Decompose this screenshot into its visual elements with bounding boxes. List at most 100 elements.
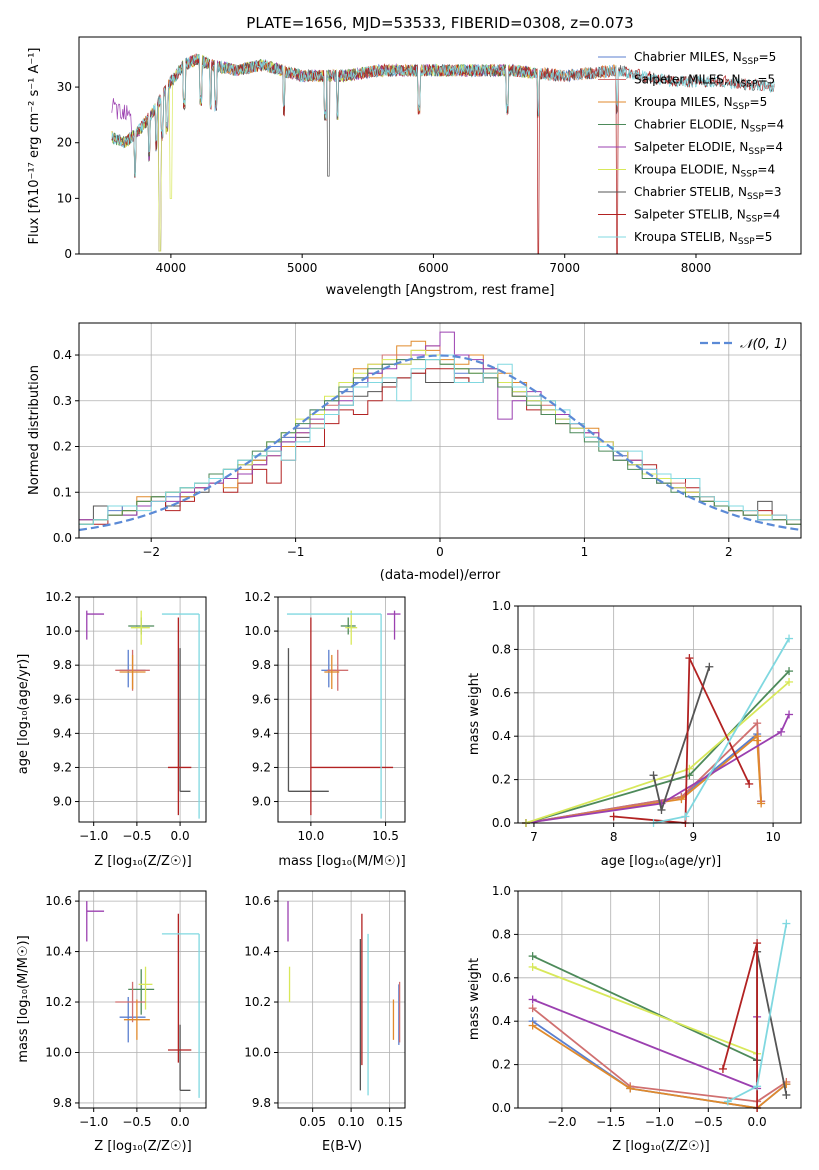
legend-suffix: =4 — [763, 208, 781, 222]
age-z-ylabel: age [log₁₀(age/yr)] — [16, 654, 31, 775]
histogram-legend: 𝒩(0, 1) — [700, 337, 787, 352]
mass-ebv-ytick-label: 10.4 — [244, 945, 271, 959]
weight-age-line-salpeter-stelib — [613, 657, 751, 824]
histogram-xlabel: (data-model)/error — [380, 568, 501, 583]
weight-z-xtick-label: −1.5 — [596, 1115, 625, 1129]
legend-suffix: =3 — [764, 185, 782, 199]
age-z-frame — [78, 596, 207, 823]
weight-z-xtick-label: −2.0 — [547, 1115, 576, 1129]
age-z-ytick-label: 9.2 — [53, 760, 72, 774]
mass-z-ytick-label: 10.2 — [45, 995, 72, 1009]
mass-ebv-frame — [277, 890, 406, 1109]
age-z-ytick-label: 10.2 — [45, 590, 72, 604]
mass-z-xtick-label: −1.0 — [79, 1115, 108, 1129]
weight-z-line-kroupa-elodie — [532, 966, 758, 1055]
histogram-ytick-label: 0.2 — [53, 440, 72, 454]
legend-suffix: =4 — [757, 163, 775, 177]
histogram-ylabel: Normed distribution — [27, 365, 42, 495]
age-mass-ytick-label: 9.8 — [252, 658, 271, 672]
legend-subscript: SSP — [741, 80, 758, 90]
weight-age-xlabel: age [log₁₀(age/yr)] — [601, 854, 722, 869]
mass-ebv-ytick-label: 10.6 — [244, 894, 271, 908]
weight-age-line-salpeter-elodie — [525, 714, 790, 824]
legend-label-chabrier-miles: Chabrier MILES, NSSP=5 — [634, 50, 776, 67]
age-z-xtick-label: 0.0 — [171, 829, 190, 843]
histogram-xtick-label: 2 — [725, 545, 733, 559]
weight-z-xtick-label: 0.0 — [748, 1115, 767, 1129]
weight-age-ytick-label: 1.0 — [492, 599, 511, 613]
weight-age-xtick-label: 8 — [610, 830, 618, 844]
histogram-xtick-label: −2 — [142, 545, 160, 559]
age-z-ytick-label: 9.8 — [53, 658, 72, 672]
weight-z-ytick-label: 0.6 — [492, 971, 511, 985]
histogram-xtick-label: −1 — [287, 545, 305, 559]
mass-z-frame — [78, 890, 207, 1109]
weight-age-ytick-label: 0.6 — [492, 686, 511, 700]
mass-ebv-ytick-label: 10.0 — [244, 1045, 271, 1059]
mass-z-ytick-label: 9.8 — [53, 1096, 72, 1110]
spectrum-title: PLATE=1656, MJD=53533, FIBERID=0308, z=0… — [246, 14, 633, 32]
mass-z-ylabel: mass [log₁₀(M/M☉)] — [16, 935, 31, 1062]
legend-label-salpeter-stelib: Salpeter STELIB, NSSP=4 — [634, 208, 780, 225]
spectrum-ticks: 4000 5000 6000 7000 8000 0 10 20 30 — [57, 80, 712, 275]
histogram-ytick-label: 0.3 — [53, 394, 72, 408]
spectrum-xtick-label: 4000 — [156, 261, 187, 275]
mass-z-xtick-label: 0.0 — [171, 1115, 190, 1129]
legend-subscript: SSP — [750, 125, 767, 135]
age-mass-ytick-label: 9.2 — [252, 760, 271, 774]
histogram-axes-frame — [78, 322, 802, 539]
weight-z-line-kroupa-miles — [532, 1024, 787, 1109]
legend-label-salpeter-elodie: Salpeter ELODIE, NSSP=4 — [634, 140, 783, 157]
weight-z-line-salpeter-miles — [532, 1007, 787, 1103]
weight-age-ytick-label: 0.8 — [492, 642, 511, 656]
mass-z-ytick-label: 10.4 — [45, 945, 72, 959]
spectrum-ytick-label: 10 — [57, 191, 72, 205]
mass-ebv-xlabel: E(B-V) — [322, 1139, 362, 1154]
panel-mass-vs-z: −1.0 −0.5 0.0 9.8 10.0 10.2 10.4 10.6 — [45, 890, 207, 1129]
histogram-ytick-label: 0.1 — [53, 485, 72, 499]
legend-subscript: SSP — [742, 57, 759, 67]
legend-suffix: =5 — [750, 95, 768, 109]
weight-z-xlabel: Z [log₁₀(Z/Z☉)] — [612, 1139, 709, 1154]
legend-subscript: SSP — [738, 237, 755, 247]
age-mass-xtick-label: 10.0 — [298, 829, 325, 843]
legend-subscript: SSP — [748, 147, 765, 157]
spectrum-xtick-label: 8000 — [681, 261, 712, 275]
weight-age-ytick-label: 0.0 — [492, 816, 511, 830]
age-mass-ytick-label: 9.6 — [252, 692, 271, 706]
legend-label-chabrier-elodie: Chabrier ELODIE, NSSP=4 — [634, 118, 784, 135]
legend-label-kroupa-stelib: Kroupa STELIB, NSSP=5 — [634, 230, 772, 247]
age-mass-ytick-label: 10.2 — [244, 590, 271, 604]
weight-z-ylabel: mass weight — [467, 958, 482, 1040]
spectrum-xtick-label: 6000 — [418, 261, 449, 275]
mass-ebv-ytick-label: 9.8 — [252, 1096, 271, 1110]
mass-z-ytick-label: 10.0 — [45, 1045, 72, 1059]
histogram-xtick-label: 0 — [436, 545, 444, 559]
legend-subscript: SSP — [741, 170, 758, 180]
histogram-step-kroupa-stelib — [79, 354, 801, 525]
spectrum-ylabel: Flux [fλ10⁻¹⁷ erg cm⁻² s⁻¹ A⁻¹] — [27, 48, 42, 245]
histogram-ytick-label: 0.4 — [53, 348, 72, 362]
mass-ebv-xtick-label: 0.05 — [299, 1115, 326, 1129]
panel-age-vs-z: −1.0 −0.5 0.0 9.0 9.2 9.4 9.6 9.8 10.0 10.2 — [45, 590, 207, 843]
legend-suffix: =5 — [759, 50, 777, 64]
weight-z-xtick-label: −1.0 — [645, 1115, 674, 1129]
age-z-ytick-label: 10.0 — [45, 624, 72, 638]
age-z-xlabel: Z [log₁₀(Z/Z☉)] — [94, 854, 191, 869]
age-mass-ytick-label: 10.0 — [244, 624, 271, 638]
spectrum-series — [111, 53, 775, 255]
gaussian-legend-label: 𝒩(0, 1) — [740, 337, 787, 352]
mass-z-ytick-label: 10.6 — [45, 894, 72, 908]
age-z-ytick-label: 9.4 — [53, 726, 72, 740]
age-z-ytick-label: 9.6 — [53, 692, 72, 706]
age-z-ytick-label: 9.0 — [53, 795, 72, 809]
weight-z-frame — [517, 890, 802, 1109]
histogram-ytick-label: 0.0 — [53, 531, 72, 545]
spectrum-ytick-label: 30 — [57, 80, 72, 94]
legend-label-chabrier-stelib: Chabrier STELIB, NSSP=3 — [634, 185, 782, 202]
age-mass-ytick-label: 9.4 — [252, 726, 271, 740]
spectrum-xtick-label: 5000 — [287, 261, 318, 275]
legend-suffix: =4 — [765, 140, 783, 154]
weight-z-ytick-label: 0.8 — [492, 927, 511, 941]
